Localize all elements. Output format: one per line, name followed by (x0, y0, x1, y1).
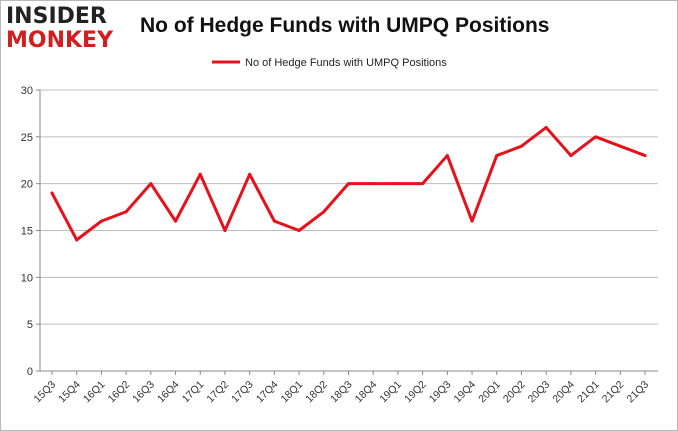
legend-label: No of Hedge Funds with UMPQ Positions (245, 57, 447, 69)
y-tick-label: 25 (21, 132, 33, 144)
y-tick-label: 0 (27, 366, 33, 378)
data-point (569, 154, 573, 158)
data-point (618, 144, 622, 148)
x-tick-label: 19Q3 (427, 379, 454, 406)
y-tick-label: 10 (21, 272, 33, 284)
data-point (643, 154, 647, 158)
data-point (50, 191, 54, 195)
y-tick-label: 15 (21, 226, 33, 238)
data-point (223, 229, 227, 232)
x-tick-label: 17Q3 (229, 379, 256, 406)
x-axis-ticks: 15Q315Q416Q116Q216Q316Q417Q117Q217Q317Q4… (31, 371, 651, 405)
x-tick-label: 21Q2 (600, 379, 627, 406)
chart-title: No of Hedge Funds with UMPQ Positions (140, 14, 550, 37)
y-tick-label: 5 (27, 319, 33, 331)
y-axis-ticks: 0 5 10 15 20 25 30 (21, 85, 40, 378)
data-point (297, 229, 301, 232)
data-point (470, 219, 474, 223)
x-tick-label: 21Q1 (575, 379, 602, 406)
data-point (99, 219, 103, 223)
data-point (248, 172, 252, 176)
x-tick-label: 18Q2 (303, 379, 330, 406)
data-point (519, 144, 523, 148)
y-tick-label: 30 (21, 85, 33, 97)
x-tick-label: 18Q3 (328, 379, 355, 406)
x-tick-label: 20Q4 (550, 379, 577, 406)
data-point (149, 182, 153, 186)
x-tick-label: 16Q2 (106, 379, 133, 406)
x-tick-label: 18Q4 (353, 379, 380, 406)
x-tick-label: 16Q1 (81, 379, 108, 406)
data-point (198, 172, 202, 176)
x-tick-label: 19Q2 (402, 379, 429, 406)
x-tick-label: 17Q1 (180, 379, 207, 406)
logo-text-monkey: MONKEY (6, 28, 114, 53)
x-tick-label: 16Q4 (155, 379, 182, 406)
x-tick-label: 15Q4 (56, 379, 83, 406)
grid-lines (40, 89, 658, 325)
x-tick-label: 20Q2 (501, 379, 528, 406)
legend: No of Hedge Funds with UMPQ Positions (212, 57, 447, 69)
logo-text-insider: INSIDER (6, 4, 107, 29)
x-tick-label: 15Q3 (31, 379, 58, 406)
x-tick-label: 19Q4 (452, 379, 479, 406)
data-point (371, 182, 375, 186)
data-point (322, 210, 326, 214)
x-tick-label: 21Q3 (624, 379, 651, 406)
x-tick-label: 19Q1 (377, 379, 404, 406)
x-tick-label: 18Q1 (279, 379, 306, 406)
x-tick-label: 17Q4 (254, 379, 281, 406)
data-point (544, 125, 548, 129)
series-layer (50, 125, 647, 242)
data-point (347, 182, 350, 186)
data-point (272, 219, 276, 223)
x-tick-label: 17Q2 (204, 379, 231, 406)
data-point (594, 135, 598, 139)
data-point (124, 210, 128, 214)
data-point (421, 182, 425, 186)
x-tick-label: 20Q3 (526, 379, 553, 406)
data-point (495, 154, 499, 158)
insider-monkey-logo: INSIDER MONKEY (6, 4, 128, 54)
y-tick-label: 20 (21, 179, 33, 191)
x-tick-label: 16Q3 (130, 379, 157, 406)
data-point (174, 219, 178, 223)
x-tick-label: 20Q1 (476, 379, 503, 406)
data-point (396, 182, 400, 186)
data-point (445, 154, 449, 158)
data-point (75, 238, 79, 242)
